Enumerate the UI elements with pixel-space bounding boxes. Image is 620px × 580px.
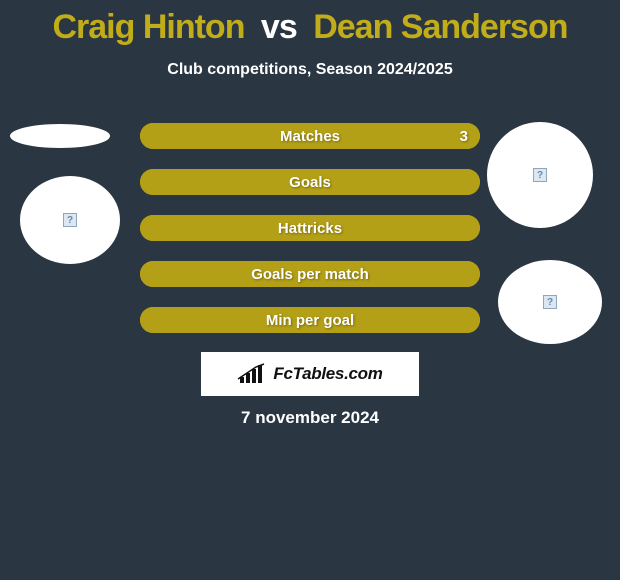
stat-bars: 3 Matches Goals Hattricks Goals per match Min… (140, 123, 480, 353)
stat-row: Min per goal (140, 307, 480, 333)
stat-row: 3 Matches (140, 123, 480, 149)
stat-row: Hattricks (140, 215, 480, 241)
placeholder-icon: ? (63, 213, 77, 227)
stat-label: Hattricks (278, 220, 342, 237)
stat-label: Matches (280, 128, 340, 145)
player2-avatar-bubble-1: ? (487, 122, 593, 228)
player2-avatar-bubble-2: ? (498, 260, 602, 344)
stat-fill-left (140, 169, 310, 195)
placeholder-icon: ? (543, 295, 557, 309)
logo-chart-icon (237, 363, 267, 385)
player1-avatar-bubble: ? (20, 176, 120, 264)
date-label: 7 november 2024 (0, 408, 620, 428)
logo-text: FcTables.com (273, 364, 382, 384)
vs-label: vs (261, 8, 297, 46)
stat-value-right: 3 (460, 128, 468, 145)
stat-label: Min per goal (266, 312, 354, 329)
stat-fill-right (310, 169, 480, 195)
subtitle: Club competitions, Season 2024/2025 (0, 61, 620, 79)
stat-label: Goals per match (251, 266, 369, 283)
player1-badge-top (10, 124, 110, 148)
stat-label: Goals (289, 174, 331, 191)
player1-name: Craig Hinton (52, 8, 244, 46)
page-title: Craig Hinton vs Dean Sanderson (0, 0, 620, 47)
stat-row: Goals (140, 169, 480, 195)
player2-name: Dean Sanderson (313, 8, 567, 46)
stat-row: Goals per match (140, 261, 480, 287)
logo-box: FcTables.com (201, 352, 419, 396)
placeholder-icon: ? (533, 168, 547, 182)
